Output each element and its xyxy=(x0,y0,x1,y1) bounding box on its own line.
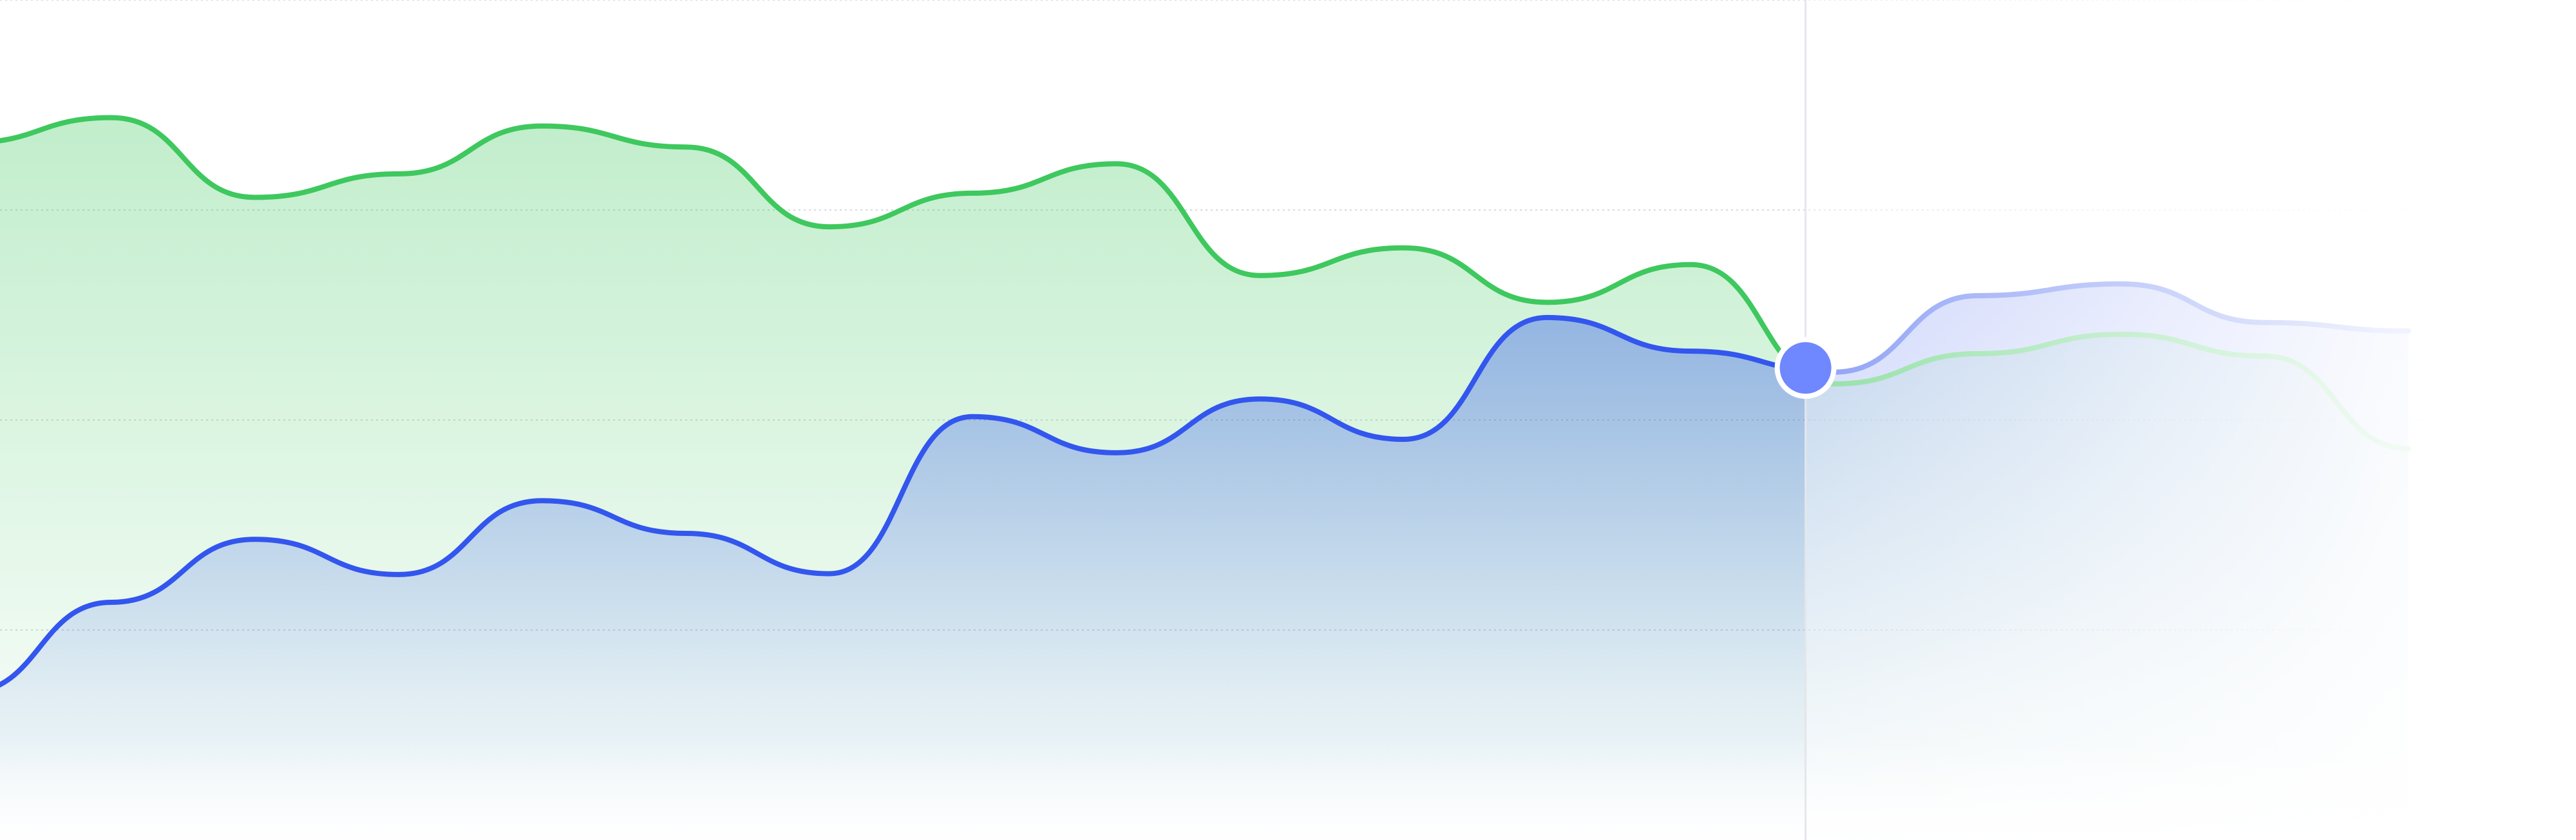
faded-overlay xyxy=(1805,0,2576,840)
hover-marker xyxy=(1774,337,1837,399)
bottom-fade xyxy=(0,739,2576,840)
hover-cursor xyxy=(1774,0,1837,840)
